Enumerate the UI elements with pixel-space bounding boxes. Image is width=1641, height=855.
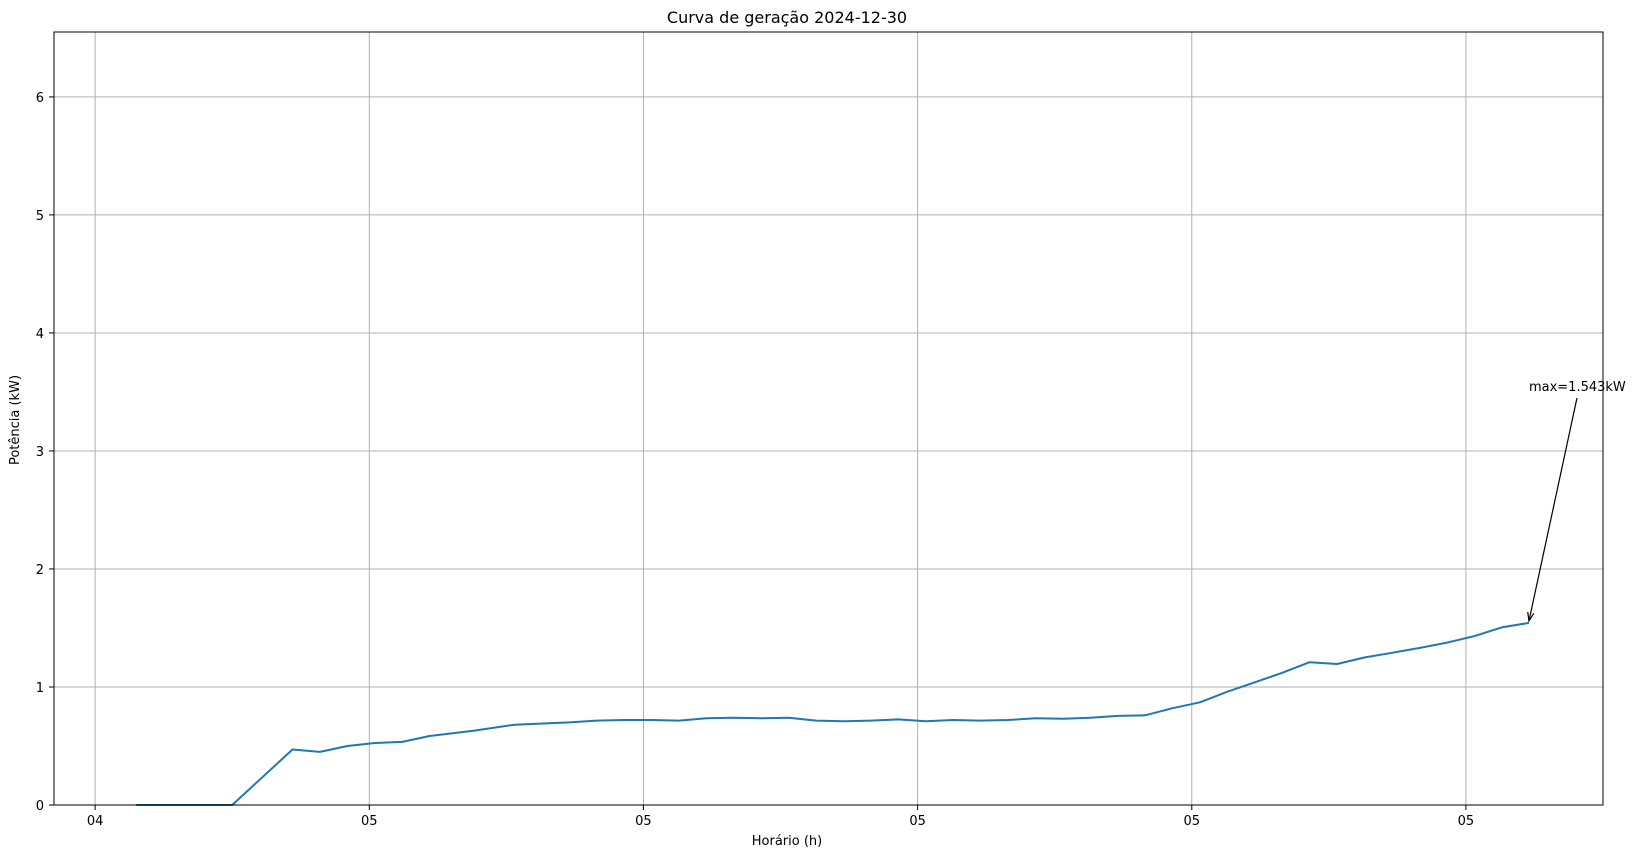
x-tick-label: 05 — [1183, 814, 1200, 829]
y-axis-label: Potência (kW) — [8, 375, 23, 465]
x-tick-label: 05 — [361, 814, 378, 829]
x-tick-label: 05 — [909, 814, 926, 829]
chart-title: Curva de geração 2024-12-30 — [667, 8, 907, 27]
y-tick-label: 4 — [36, 327, 44, 342]
annotation-arrowhead — [1527, 611, 1535, 623]
y-tick-label: 0 — [36, 799, 44, 814]
y-tick-label: 6 — [36, 91, 44, 106]
max-annotation: max=1.543kW — [1527, 380, 1626, 623]
x-tick-label: 04 — [87, 814, 104, 829]
x-axis-label: Horário (h) — [752, 834, 822, 849]
plot-frame — [53, 31, 1604, 806]
y-tick-label: 2 — [36, 563, 44, 578]
y-tick-label: 1 — [36, 681, 44, 696]
x-axis-ticks: 04 05 05 05 05 05 — [87, 805, 1474, 829]
y-tick-label: 3 — [36, 445, 44, 460]
grid — [54, 32, 1603, 806]
annotation-arrow — [1528, 397, 1578, 622]
x-tick-label: 05 — [1458, 814, 1475, 829]
y-axis-ticks: 0 1 2 3 4 5 6 — [36, 91, 54, 814]
x-tick-label: 05 — [635, 814, 652, 829]
y-tick-label: 5 — [36, 209, 44, 224]
series-line — [136, 621, 1530, 806]
annotation-text: max=1.543kW — [1529, 380, 1626, 395]
data-marks — [136, 621, 1530, 806]
